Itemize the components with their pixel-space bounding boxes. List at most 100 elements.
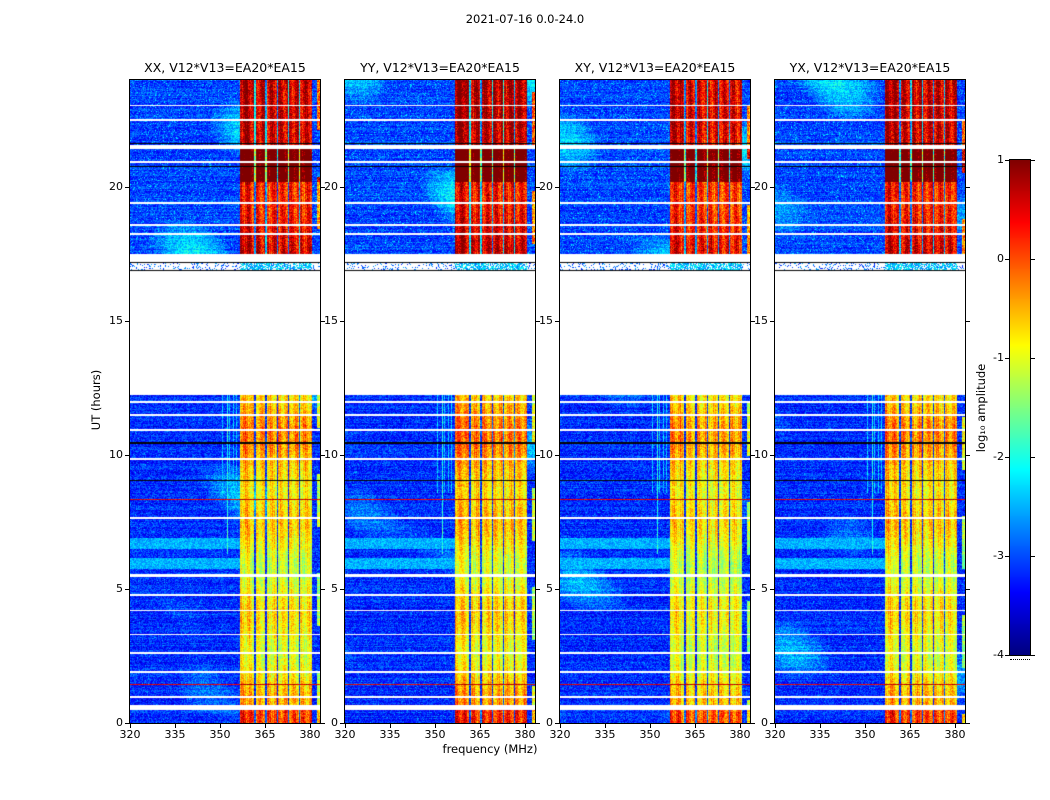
colorbar-tick-mark bbox=[1005, 259, 1009, 260]
x-tick-mark bbox=[740, 724, 741, 728]
spectrogram-canvas-yx bbox=[775, 80, 965, 723]
y-tick-mark bbox=[321, 321, 325, 322]
colorbar-tick-mark bbox=[1031, 259, 1035, 260]
colorbar-tick-mark bbox=[1031, 160, 1035, 161]
y-tick-mark bbox=[966, 455, 970, 456]
panel-title-xy: XY, V12*V13=EA20*EA15 bbox=[574, 60, 736, 75]
colorbar-tick-mark bbox=[1031, 457, 1035, 458]
x-tick-mark bbox=[310, 724, 311, 728]
x-tick-label: 350 bbox=[424, 728, 446, 741]
colorbar-tick-label: -4 bbox=[993, 648, 1004, 661]
y-tick-label: 20 bbox=[109, 180, 123, 193]
y-tick-label: 20 bbox=[754, 180, 768, 193]
y-tick-label: 0 bbox=[761, 716, 768, 729]
colorbar-tick-mark bbox=[1005, 655, 1009, 656]
colorbar-tick-mark bbox=[1031, 655, 1035, 656]
y-tick-mark bbox=[966, 589, 970, 590]
y-tick-label: 15 bbox=[109, 314, 123, 327]
x-tick-mark bbox=[605, 724, 606, 728]
y-tick-label: 0 bbox=[546, 716, 553, 729]
y-tick-mark bbox=[125, 187, 129, 188]
colorbar-tick-mark bbox=[1005, 160, 1009, 161]
x-tick-label: 335 bbox=[379, 728, 401, 741]
y-tick-mark bbox=[340, 321, 344, 322]
y-tick-label: 10 bbox=[754, 448, 768, 461]
y-tick-mark bbox=[536, 187, 540, 188]
x-tick-label: 320 bbox=[334, 728, 356, 741]
x-tick-label: 380 bbox=[729, 728, 751, 741]
y-tick-mark bbox=[751, 589, 755, 590]
y-tick-mark bbox=[340, 455, 344, 456]
x-tick-mark bbox=[955, 724, 956, 728]
colorbar-tick-mark bbox=[1031, 556, 1035, 557]
y-tick-label: 15 bbox=[324, 314, 338, 327]
spectrogram-panel-xy bbox=[559, 79, 751, 724]
x-tick-label: 335 bbox=[809, 728, 831, 741]
y-tick-mark bbox=[966, 187, 970, 188]
x-tick-label: 365 bbox=[684, 728, 706, 741]
y-tick-mark bbox=[536, 723, 540, 724]
colorbar-tick-mark bbox=[1005, 556, 1009, 557]
x-tick-mark bbox=[175, 724, 176, 728]
y-tick-mark bbox=[770, 187, 774, 188]
x-tick-mark bbox=[435, 724, 436, 728]
x-tick-mark bbox=[695, 724, 696, 728]
y-tick-mark bbox=[966, 723, 970, 724]
x-tick-label: 335 bbox=[164, 728, 186, 741]
y-tick-mark bbox=[770, 455, 774, 456]
panel-title-yx: YX, V12*V13=EA20*EA15 bbox=[789, 60, 951, 75]
colorbar-label: log₁₀ amplitude bbox=[974, 363, 988, 453]
y-tick-label: 20 bbox=[539, 180, 553, 193]
y-tick-mark bbox=[340, 187, 344, 188]
y-tick-label: 5 bbox=[546, 582, 553, 595]
y-tick-label: 5 bbox=[761, 582, 768, 595]
y-tick-mark bbox=[770, 589, 774, 590]
y-tick-mark bbox=[125, 455, 129, 456]
colorbar-tick-label: -1 bbox=[993, 351, 1004, 364]
y-axis-label: UT (hours) bbox=[89, 369, 103, 431]
x-tick-label: 380 bbox=[944, 728, 966, 741]
y-tick-mark bbox=[966, 321, 970, 322]
x-tick-mark bbox=[130, 724, 131, 728]
x-tick-mark bbox=[480, 724, 481, 728]
y-tick-mark bbox=[751, 321, 755, 322]
y-tick-label: 0 bbox=[331, 716, 338, 729]
x-axis-label: frequency (MHz) bbox=[442, 742, 538, 756]
spectrogram-panel-yy bbox=[344, 79, 536, 724]
y-tick-mark bbox=[536, 321, 540, 322]
x-tick-label: 350 bbox=[639, 728, 661, 741]
y-tick-label: 20 bbox=[324, 180, 338, 193]
x-tick-mark bbox=[345, 724, 346, 728]
x-tick-label: 335 bbox=[594, 728, 616, 741]
y-tick-mark bbox=[125, 723, 129, 724]
y-tick-mark bbox=[751, 455, 755, 456]
y-tick-mark bbox=[555, 455, 559, 456]
figure-title: 2021-07-16 0.0-24.0 bbox=[465, 12, 585, 26]
x-tick-mark bbox=[650, 724, 651, 728]
y-tick-mark bbox=[321, 589, 325, 590]
y-tick-mark bbox=[751, 723, 755, 724]
x-tick-label: 365 bbox=[469, 728, 491, 741]
colorbar-tick-label: -2 bbox=[993, 450, 1004, 463]
y-tick-mark bbox=[321, 455, 325, 456]
spectrogram-panel-yx bbox=[774, 79, 966, 724]
y-tick-label: 5 bbox=[331, 582, 338, 595]
y-tick-label: 10 bbox=[109, 448, 123, 461]
y-tick-mark bbox=[125, 321, 129, 322]
colorbar-extension-dots bbox=[1010, 659, 1030, 660]
colorbar-frame bbox=[1009, 159, 1031, 656]
spectrogram-canvas-yy bbox=[345, 80, 535, 723]
x-tick-label: 320 bbox=[549, 728, 571, 741]
y-tick-label: 15 bbox=[754, 314, 768, 327]
x-tick-label: 350 bbox=[854, 728, 876, 741]
colorbar-tick-mark bbox=[1005, 457, 1009, 458]
colorbar-tick-label: 0 bbox=[997, 252, 1004, 265]
panel-title-xx: XX, V12*V13=EA20*EA15 bbox=[144, 60, 306, 75]
x-tick-label: 380 bbox=[514, 728, 536, 741]
spectrogram-canvas-xx bbox=[130, 80, 320, 723]
x-tick-mark bbox=[220, 724, 221, 728]
y-tick-label: 10 bbox=[539, 448, 553, 461]
spectrogram-panel-xx bbox=[129, 79, 321, 724]
y-tick-mark bbox=[555, 723, 559, 724]
y-tick-mark bbox=[536, 455, 540, 456]
